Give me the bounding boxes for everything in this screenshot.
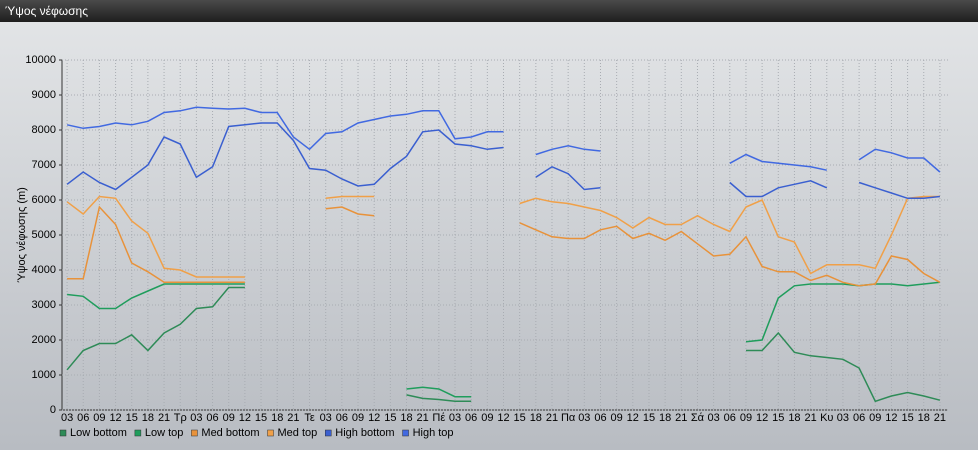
- x-tick-label: 21: [675, 412, 687, 424]
- legend-label: Med bottom: [201, 427, 259, 439]
- x-tick-label: 03: [61, 412, 73, 424]
- x-tick-label: 21: [934, 412, 946, 424]
- x-tick-label: 15: [514, 412, 526, 424]
- x-tick-label: 06: [724, 412, 736, 424]
- x-tick-label: 12: [239, 412, 251, 424]
- x-tick-label: 09: [352, 412, 364, 424]
- x-tick-label: 12: [109, 412, 121, 424]
- series-line: [67, 281, 940, 398]
- x-tick-label: 15: [643, 412, 655, 424]
- x-tick-label: 18: [142, 412, 154, 424]
- y-tick-label: 10000: [25, 54, 56, 66]
- x-tick-label: 03: [449, 412, 461, 424]
- x-tick-label: Πα: [561, 412, 576, 424]
- title-bar: [0, 0, 978, 22]
- chart-title: Ύψος νέφωσης: [5, 4, 88, 18]
- x-tick-label: 12: [885, 412, 897, 424]
- y-tick-label: 4000: [32, 264, 56, 276]
- legend-swatch: [325, 429, 332, 437]
- x-tick-label: 18: [659, 412, 671, 424]
- x-tick-label: 06: [77, 412, 89, 424]
- x-tick-label: 21: [158, 412, 170, 424]
- x-tick-label: 03: [190, 412, 202, 424]
- series-line: [66, 286, 941, 403]
- legend-label: Low top: [145, 427, 184, 439]
- x-tick-label: 03: [708, 412, 720, 424]
- x-tick-label: 15: [126, 412, 138, 424]
- y-tick-label: 7000: [32, 159, 56, 171]
- x-tick-label: 06: [594, 412, 606, 424]
- x-tick-label: 09: [869, 412, 881, 424]
- legend-label: Low bottom: [70, 427, 127, 439]
- series-line: [66, 195, 940, 278]
- x-tick-label: Σά: [691, 412, 705, 424]
- x-tick-label: 12: [627, 412, 639, 424]
- x-tick-label: 21: [417, 412, 429, 424]
- x-tick-label: 15: [901, 412, 913, 424]
- legend-swatch: [134, 429, 142, 437]
- y-tick-label: 0: [50, 404, 56, 416]
- y-tick-label: 5000: [32, 229, 56, 241]
- series-line: [66, 122, 940, 200]
- y-tick-label: 3000: [32, 299, 56, 311]
- x-tick-label: 09: [223, 412, 235, 424]
- x-tick-label: 06: [206, 412, 218, 424]
- y-tick-label: 6000: [32, 194, 56, 206]
- x-tick-label: 15: [772, 412, 784, 424]
- x-tick-label: 18: [530, 412, 542, 424]
- x-tick-label: 09: [93, 412, 105, 424]
- x-tick-label: 06: [336, 412, 348, 424]
- legend-swatch: [402, 429, 409, 437]
- legend-label: Med top: [278, 427, 318, 439]
- x-tick-label: Τρ: [174, 412, 187, 424]
- y-tick-label: 8000: [32, 124, 56, 136]
- y-tick-label: 9000: [32, 89, 56, 101]
- x-tick-label: Τε: [304, 412, 315, 424]
- x-tick-label: 18: [400, 412, 412, 424]
- x-tick-label: 03: [320, 412, 332, 424]
- y-tick-label: 1000: [32, 369, 56, 381]
- x-tick-label: Κυ: [820, 412, 833, 424]
- y-axis-label: Ύψος νέφωσης (m): [16, 187, 28, 283]
- legend-swatch: [267, 429, 274, 437]
- x-tick-label: 18: [271, 412, 283, 424]
- x-tick-label: 09: [740, 412, 752, 424]
- series-line: [66, 106, 941, 173]
- x-tick-label: 15: [384, 412, 396, 424]
- x-tick-label: Πέ: [432, 412, 445, 424]
- x-tick-label: 18: [788, 412, 800, 424]
- x-tick-label: 21: [546, 412, 558, 424]
- x-tick-label: 03: [837, 412, 849, 424]
- legend-label: High top: [413, 427, 454, 439]
- legend-label: High bottom: [335, 427, 394, 439]
- x-tick-label: 06: [853, 412, 865, 424]
- series-line: [67, 205, 941, 287]
- x-tick-label: 21: [804, 412, 816, 424]
- x-tick-label: 18: [918, 412, 930, 424]
- x-tick-label: 09: [481, 412, 493, 424]
- x-tick-label: 21: [287, 412, 299, 424]
- legend-swatch: [191, 429, 198, 437]
- y-tick-label: 2000: [32, 334, 56, 346]
- x-tick-label: 03: [578, 412, 590, 424]
- x-tick-label: 15: [255, 412, 267, 424]
- x-tick-label: 12: [756, 412, 768, 424]
- x-tick-label: 06: [465, 412, 477, 424]
- legend-swatch: [59, 429, 67, 437]
- x-tick-label: 09: [611, 412, 623, 424]
- x-tick-label: 12: [497, 412, 509, 424]
- x-tick-label: 12: [368, 412, 380, 424]
